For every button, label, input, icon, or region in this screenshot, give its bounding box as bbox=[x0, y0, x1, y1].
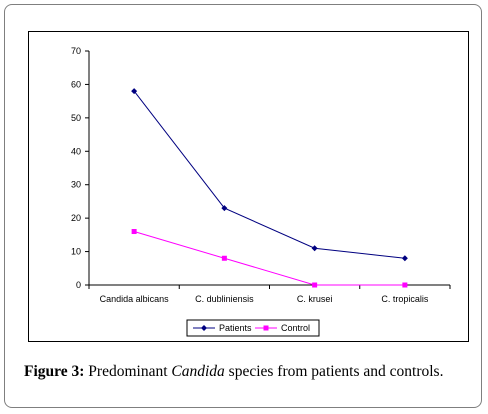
legend-marker-patients bbox=[201, 325, 207, 331]
data-point-patients bbox=[311, 245, 318, 252]
x-tick-label: Candida albicans bbox=[100, 294, 170, 304]
chart-area: 0 10 20 30 40 50 60 70 Candida albicans C. dublin… bbox=[28, 31, 469, 342]
data-point-patients bbox=[221, 205, 228, 212]
x-tick-label: C. dubliniensis bbox=[195, 294, 254, 304]
data-point-patients bbox=[401, 255, 408, 262]
series-line-control bbox=[133, 231, 405, 286]
y-tick-label: 40 bbox=[71, 146, 81, 156]
legend-label-patients: Patients bbox=[219, 323, 252, 333]
y-tick-label: 60 bbox=[71, 79, 81, 89]
data-point-control bbox=[131, 229, 137, 235]
data-point-control bbox=[221, 255, 227, 261]
y-tick-label: 20 bbox=[71, 213, 81, 223]
data-point-control bbox=[312, 282, 318, 288]
legend-marker-control bbox=[263, 325, 269, 331]
caption-text-after: species from patients and controls. bbox=[224, 363, 444, 380]
legend-box bbox=[186, 319, 320, 337]
series-line-patients bbox=[133, 90, 405, 259]
y-tick-label: 10 bbox=[71, 247, 81, 257]
line-chart: 0 10 20 30 40 50 60 70 Candida albicans C. dublin… bbox=[71, 46, 451, 337]
caption-italic: Candida bbox=[171, 363, 225, 380]
legend-label-control: Control bbox=[281, 323, 310, 333]
y-tick-label: 0 bbox=[76, 280, 81, 290]
y-tick-label: 50 bbox=[71, 113, 81, 123]
x-tick-label: C. tropicalis bbox=[381, 294, 429, 304]
figure-frame: 0 10 20 30 40 50 60 70 Candida albicans C. dublin… bbox=[4, 4, 482, 408]
caption-text-before: Predominant bbox=[84, 363, 172, 380]
x-tick-label: C. krusei bbox=[297, 294, 333, 304]
caption-label: Figure 3: bbox=[24, 363, 85, 380]
y-tick-label: 30 bbox=[71, 180, 81, 190]
data-point-control bbox=[402, 282, 408, 288]
y-tick-label: 70 bbox=[71, 46, 81, 56]
data-point-patients bbox=[131, 88, 138, 95]
figure-caption: Figure 3: Predominant Candida species fr… bbox=[24, 363, 484, 381]
